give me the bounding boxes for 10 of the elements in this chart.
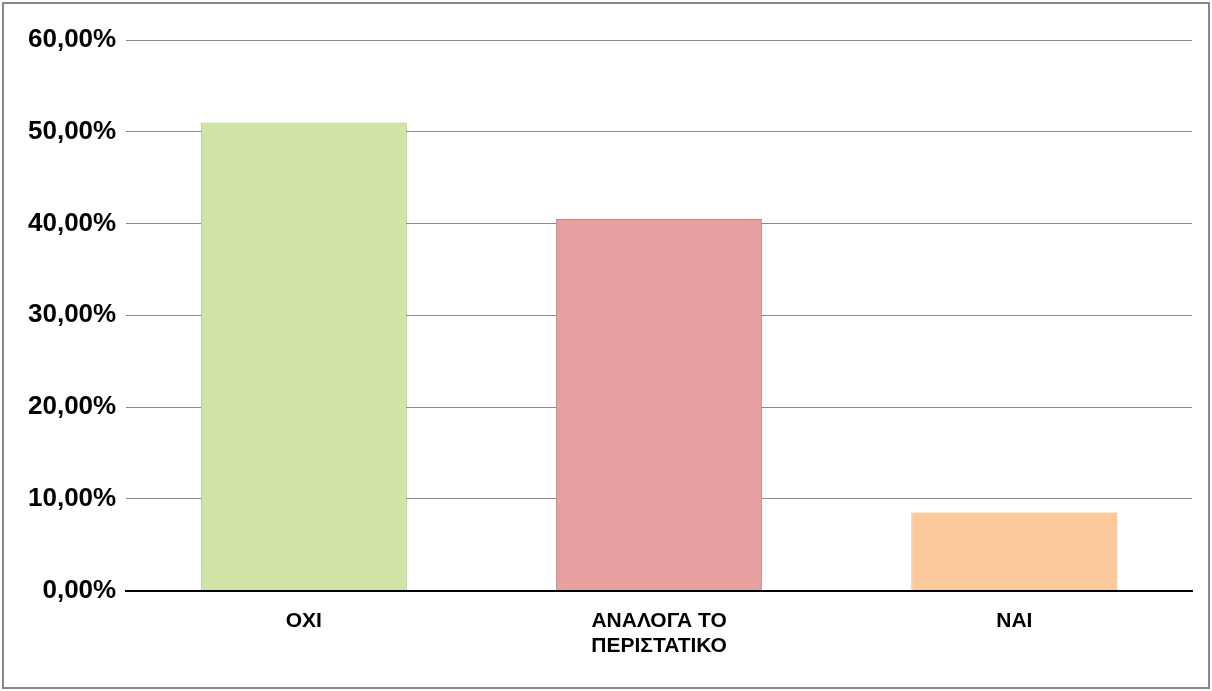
y-tick-label: 50,00% — [27, 114, 117, 145]
y-tick-label: 40,00% — [27, 206, 117, 237]
x-tick-label: ΝΑΙ — [996, 608, 1033, 631]
y-tick-label: 30,00% — [27, 298, 117, 329]
y-tick-label: 60,00% — [27, 23, 117, 54]
y-tick-label: 10,00% — [27, 482, 117, 513]
x-tick-label: ΟΧΙ — [285, 608, 322, 631]
y-tick-label: 0,00% — [42, 573, 117, 604]
y-tick-label: 20,00% — [27, 390, 117, 421]
x-tick-label: ΑΝΑΛΟΓΑ ΤΟ ΠΕΡΙΣΤΑΤΙΚΟ — [591, 608, 727, 657]
